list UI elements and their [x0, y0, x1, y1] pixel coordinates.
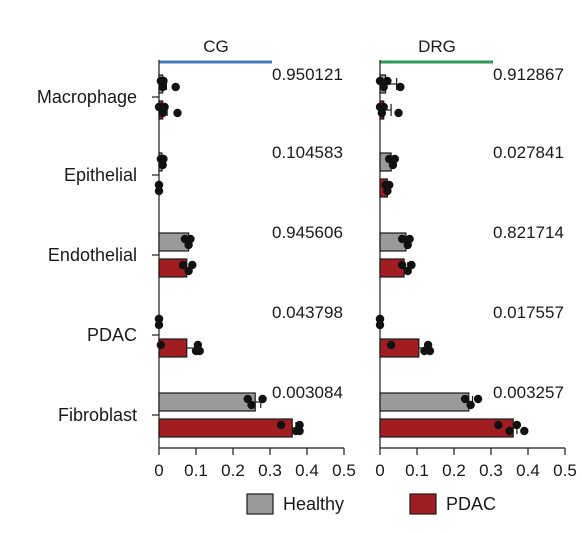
p-value-drg-epithelial: 0.027841: [493, 143, 564, 162]
legend-label-healthy: Healthy: [283, 494, 344, 514]
data-point: [386, 340, 396, 350]
data-point: [188, 260, 197, 270]
data-point: [156, 340, 166, 350]
data-point: [398, 260, 407, 270]
data-point: [159, 154, 168, 164]
data-point: [186, 234, 195, 244]
p-value-drg-endothelial: 0.821714: [493, 223, 564, 242]
data-point: [385, 180, 394, 190]
data-point: [473, 394, 483, 404]
data-point: [154, 314, 164, 324]
data-point: [379, 102, 388, 112]
data-point: [160, 102, 169, 112]
data-point: [390, 154, 399, 164]
x-tick-label: 0.1: [405, 461, 429, 480]
x-tick-label: 0.1: [184, 461, 208, 480]
data-point: [295, 426, 304, 436]
data-point: [520, 426, 529, 436]
p-value-drg-fibroblast: 0.003257: [493, 383, 564, 402]
p-value-cg-endothelial: 0.945606: [272, 223, 343, 242]
x-tick-label: 0.3: [479, 461, 503, 480]
panel-title-drg: DRG: [418, 37, 456, 56]
data-point: [171, 82, 180, 92]
data-point: [243, 394, 252, 404]
p-value-cg-epithelial: 0.104583: [272, 143, 343, 162]
data-point: [154, 186, 164, 196]
p-value-cg-pdac: 0.043798: [272, 303, 343, 322]
data-point: [159, 76, 168, 86]
x-tick-label: 0.2: [221, 461, 245, 480]
category-label-pdac: PDAC: [87, 325, 137, 345]
data-point: [383, 76, 392, 86]
data-point: [178, 260, 188, 270]
x-tick-label: 0: [154, 461, 163, 480]
x-tick-label: 0.3: [258, 461, 282, 480]
bar-drg-healthy-fibroblast: [379, 392, 470, 412]
data-point: [195, 346, 204, 356]
data-point: [398, 234, 407, 244]
p-value-cg-fibroblast: 0.003084: [272, 383, 343, 402]
data-point: [375, 76, 385, 86]
category-label-fibroblast: Fibroblast: [58, 405, 137, 425]
data-point: [466, 400, 475, 410]
x-tick-label: 0.4: [295, 461, 319, 480]
bar-drg-pdac-fibroblast: [379, 418, 514, 438]
data-point: [276, 420, 286, 430]
category-label-endothelial: Endothelial: [48, 245, 137, 265]
bar-cg-healthy-fibroblast: [158, 392, 256, 412]
data-point: [295, 420, 304, 430]
data-point: [173, 108, 182, 118]
x-tick-label: 0.2: [442, 461, 466, 480]
bar-cg-pdac-fibroblast: [158, 418, 293, 438]
x-tick-label: 0.5: [553, 461, 577, 480]
p-value-cg-macrophage: 0.950121: [272, 65, 343, 84]
p-value-drg-pdac: 0.017557: [493, 303, 564, 322]
x-tick-label: 0: [375, 461, 384, 480]
data-point: [247, 400, 256, 410]
legend-label-pdac: PDAC: [446, 494, 496, 514]
data-point: [184, 266, 193, 276]
data-point: [396, 82, 405, 92]
p-value-drg-macrophage: 0.912867: [493, 65, 564, 84]
data-point: [154, 320, 164, 330]
category-label-macrophage: Macrophage: [37, 87, 137, 107]
x-tick-label: 0.4: [516, 461, 540, 480]
data-point: [394, 108, 403, 118]
bar-drg-pdac-pdac: [379, 338, 420, 358]
data-point: [375, 320, 385, 330]
data-point: [494, 420, 503, 430]
data-point: [505, 426, 514, 436]
data-point: [407, 260, 416, 270]
data-point: [379, 82, 388, 92]
data-point: [512, 420, 522, 430]
data-point: [258, 394, 267, 404]
data-point: [375, 314, 385, 324]
category-label-epithelial: Epithelial: [64, 165, 137, 185]
data-point: [405, 234, 414, 244]
data-point: [425, 346, 435, 356]
data-point: [154, 180, 164, 190]
panel-title-cg: CG: [203, 37, 229, 56]
data-point: [403, 266, 412, 276]
data-point: [460, 394, 470, 404]
x-tick-label: 0.5: [332, 461, 356, 480]
legend-swatch-healthy: [246, 493, 274, 515]
legend-swatch-pdac: [409, 493, 437, 515]
